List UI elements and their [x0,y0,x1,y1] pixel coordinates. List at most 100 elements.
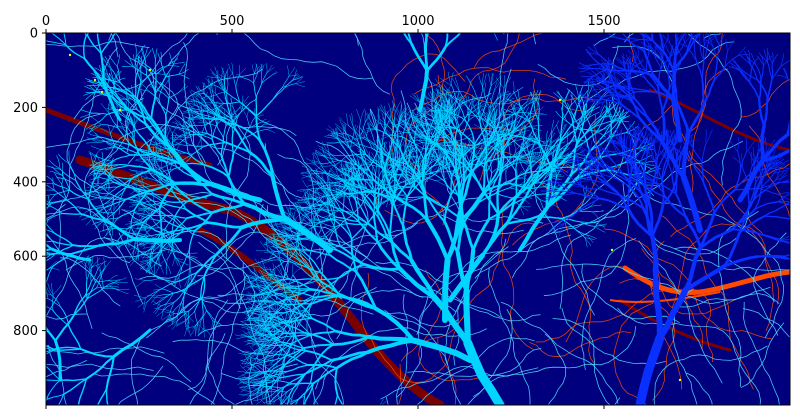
tree-branch [383,142,386,153]
tree-branch [501,93,509,102]
tree-branch [433,156,444,167]
tree-branch [403,169,409,178]
tree-branch [406,173,420,185]
tree-branch [282,373,305,389]
network-path [56,177,256,315]
tree-branch [278,395,286,404]
tree-branch [159,264,164,274]
tree-branch [594,218,605,223]
tree-branch [414,128,417,145]
tree-branch [247,337,257,342]
network-path [126,80,155,153]
tree-branch [371,164,374,174]
network-path [444,246,509,405]
tree-branch [261,329,269,333]
tree-branch [442,112,453,123]
tree-branch [315,213,336,222]
tree-branch [388,198,398,206]
tree-branch [269,247,275,255]
tree-branch [547,138,557,148]
tree-branch [263,269,274,271]
tree-branch [289,400,294,405]
tree-branch [411,176,421,180]
tree-branch [272,242,285,245]
tree-branch [495,108,497,119]
tree-branch [348,146,364,160]
tree-branch [364,179,376,193]
tree-branch [387,238,414,263]
tree-branch [435,128,442,145]
tree-branch [269,285,283,288]
tree-branch [166,292,174,304]
tree-branch [417,112,427,118]
tree-branch [515,151,521,172]
tree-branch [268,301,288,305]
tree-branch [359,135,367,155]
tree-branch [478,112,487,121]
tree-branch [377,108,379,120]
tree-branch [528,152,542,155]
tree-branch [311,170,327,174]
tree-branch [254,285,268,293]
tree-branch [484,82,486,95]
tree-branch [454,147,459,177]
tree-branch [255,351,266,355]
red-path [458,33,520,102]
network-path [46,360,87,378]
tree-branch [245,364,253,373]
tree-branch [542,142,548,159]
tree-branch [202,315,205,329]
tree-branch [307,249,331,256]
tree-branch [262,391,277,393]
tree-branch [435,180,448,187]
tree-branch [285,320,296,336]
tree-branch [263,321,279,324]
tree-branch [459,94,462,104]
tree-branch [251,339,262,347]
tree-branch [584,237,588,248]
tree-branch [411,110,416,119]
tree-branch [558,147,562,158]
tree-branch [288,274,294,288]
network-path [466,309,513,405]
tree-branch [334,165,340,177]
tree-branch [197,323,206,332]
tree-branch [146,252,153,260]
tree-branch [178,277,181,289]
cyan-tree-structures [46,33,662,405]
red-path [741,78,790,118]
tree-branch [342,190,368,195]
tree-branch [261,272,269,281]
tree-branch [573,155,586,159]
tree-branch [330,193,342,210]
tree-branch [392,123,395,134]
network-path [617,307,761,405]
tree-branch [443,104,450,111]
tree-branch [460,135,464,158]
tree-branch [335,195,344,200]
tree-branch [304,395,306,405]
tree-branch [282,248,294,255]
tree-branch [259,299,266,308]
tree-branch [261,259,266,269]
tree-branch [478,147,483,157]
tree-branch [310,317,337,333]
tree-branch [329,202,336,222]
tree-branch [298,303,304,311]
tree-branch [342,163,346,174]
tree-branch [309,170,321,181]
tree-branch [461,190,485,221]
tree-branch [272,240,285,242]
tree-branch [321,182,335,188]
tree-branch [237,372,249,378]
tree-branch [336,394,344,405]
tree-branch [503,76,511,88]
tree-branch [420,124,430,126]
tree-branch [322,209,339,218]
tree-branch [255,286,270,291]
tree-branch [259,329,266,340]
tree-branch [277,320,296,324]
red-path [535,288,714,363]
tree-branch [252,362,262,365]
tree-branch [412,117,420,130]
